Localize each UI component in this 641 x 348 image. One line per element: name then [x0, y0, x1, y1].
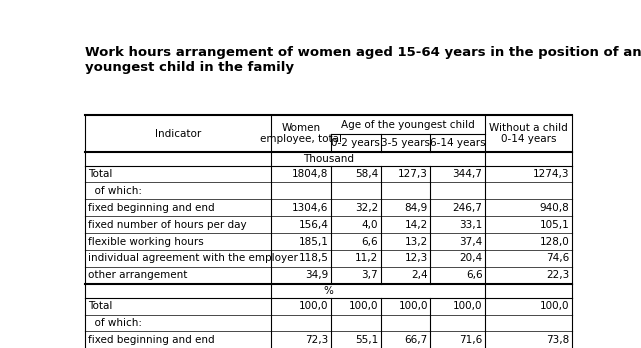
Text: 185,1: 185,1: [299, 237, 328, 246]
Text: %: %: [324, 286, 333, 296]
Text: 344,7: 344,7: [453, 169, 483, 179]
Text: 105,1: 105,1: [540, 220, 569, 230]
Text: 100,0: 100,0: [540, 301, 569, 311]
Text: 127,3: 127,3: [398, 169, 428, 179]
Text: 73,8: 73,8: [546, 335, 569, 345]
Text: Thousand: Thousand: [303, 153, 354, 164]
Text: other arrangement: other arrangement: [88, 270, 187, 280]
Text: 6-14 years: 6-14 years: [430, 138, 485, 148]
Text: of which:: of which:: [88, 186, 142, 196]
Text: 100,0: 100,0: [398, 301, 428, 311]
Text: 6,6: 6,6: [362, 237, 378, 246]
Text: 33,1: 33,1: [459, 220, 483, 230]
Text: 1804,8: 1804,8: [292, 169, 328, 179]
Text: 1274,3: 1274,3: [533, 169, 569, 179]
Text: fixed number of hours per day: fixed number of hours per day: [88, 220, 246, 230]
Text: 13,2: 13,2: [404, 237, 428, 246]
Text: 100,0: 100,0: [299, 301, 328, 311]
Text: 12,3: 12,3: [404, 253, 428, 263]
Text: 72,3: 72,3: [305, 335, 328, 345]
Text: 34,9: 34,9: [305, 270, 328, 280]
Text: 128,0: 128,0: [540, 237, 569, 246]
Text: 11,2: 11,2: [355, 253, 378, 263]
Text: 22,3: 22,3: [546, 270, 569, 280]
Text: 0-2 years: 0-2 years: [331, 138, 380, 148]
Text: 20,4: 20,4: [460, 253, 483, 263]
Text: Age of the youngest child: Age of the youngest child: [341, 120, 475, 130]
Text: 4,0: 4,0: [362, 220, 378, 230]
Text: 55,1: 55,1: [355, 335, 378, 345]
Text: individual agreement with the employer: individual agreement with the employer: [88, 253, 297, 263]
Text: 100,0: 100,0: [453, 301, 483, 311]
Text: Women
employee, total: Women employee, total: [260, 123, 342, 144]
Text: 940,8: 940,8: [540, 203, 569, 213]
Text: 3-5 years: 3-5 years: [381, 138, 430, 148]
Text: 71,6: 71,6: [459, 335, 483, 345]
Text: Work hours arrangement of women aged 15-64 years in the position of an employee : Work hours arrangement of women aged 15-…: [85, 46, 641, 74]
Text: 74,6: 74,6: [546, 253, 569, 263]
Text: fixed beginning and end: fixed beginning and end: [88, 203, 214, 213]
Text: 37,4: 37,4: [459, 237, 483, 246]
Text: 100,0: 100,0: [349, 301, 378, 311]
Text: Indicator: Indicator: [155, 128, 201, 139]
Text: 1304,6: 1304,6: [292, 203, 328, 213]
Text: 3,7: 3,7: [362, 270, 378, 280]
Text: 66,7: 66,7: [404, 335, 428, 345]
Text: 58,4: 58,4: [355, 169, 378, 179]
Text: Total: Total: [88, 169, 112, 179]
Text: 246,7: 246,7: [453, 203, 483, 213]
Text: 84,9: 84,9: [404, 203, 428, 213]
Text: flexible working hours: flexible working hours: [88, 237, 203, 246]
Text: 156,4: 156,4: [299, 220, 328, 230]
Text: fixed beginning and end: fixed beginning and end: [88, 335, 214, 345]
Text: 2,4: 2,4: [412, 270, 428, 280]
Text: 118,5: 118,5: [299, 253, 328, 263]
Text: of which:: of which:: [88, 318, 142, 328]
Text: Total: Total: [88, 301, 112, 311]
Text: Without a child
0-14 years: Without a child 0-14 years: [489, 123, 568, 144]
Text: 14,2: 14,2: [404, 220, 428, 230]
Text: 6,6: 6,6: [466, 270, 483, 280]
Text: 32,2: 32,2: [355, 203, 378, 213]
